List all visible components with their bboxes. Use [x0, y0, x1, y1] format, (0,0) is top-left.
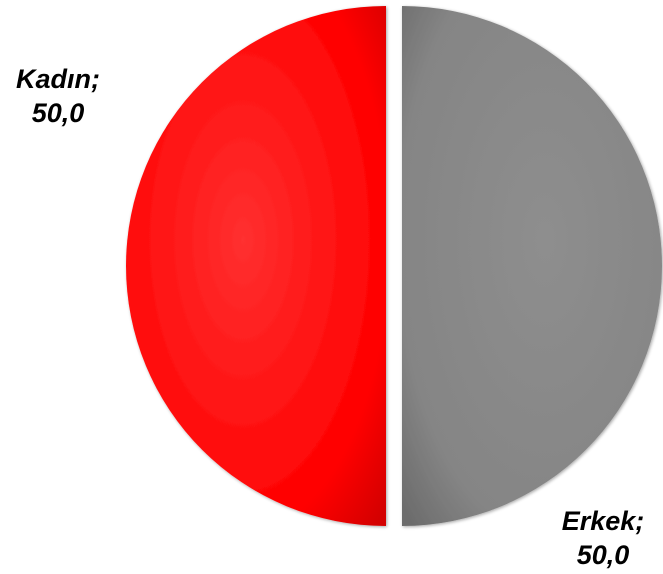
data-label-name: Kadın;	[16, 64, 100, 94]
slices-layer	[126, 6, 662, 526]
data-label-value: 50,0	[577, 540, 630, 570]
pie-slice-erkek	[402, 6, 662, 526]
data-label-name: Erkek;	[562, 506, 645, 536]
labels-layer: Kadın; 50,0 Erkek; 50,0	[16, 64, 644, 570]
data-label-erkek: Erkek; 50,0	[562, 506, 645, 570]
pie-slice-kad-n	[126, 6, 386, 526]
data-label-value: 50,0	[32, 98, 85, 128]
data-label-kad-n: Kadın; 50,0	[16, 64, 100, 128]
